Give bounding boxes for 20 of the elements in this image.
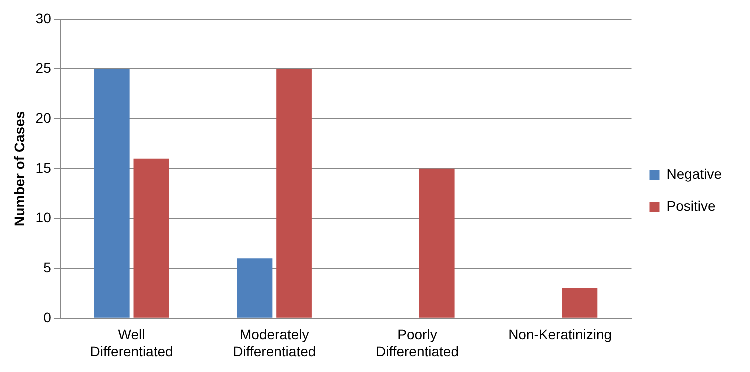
bar <box>94 69 130 318</box>
y-axis-title: Number of Cases <box>11 111 28 226</box>
bar <box>134 158 170 318</box>
bar <box>419 168 455 318</box>
x-tick-label: Well Differentiated <box>90 326 174 360</box>
y-tick-label: 15 <box>36 160 52 176</box>
legend-label: Positive <box>666 198 716 214</box>
y-tick-label: 0 <box>44 309 52 326</box>
x-tick-label: Poorly Differentiated <box>376 326 459 360</box>
bar <box>276 69 312 318</box>
x-tick-label: Moderately Differentiated <box>233 326 316 360</box>
x-tick-label: Non-Keratinizing <box>508 326 612 343</box>
y-tick-label: 25 <box>36 60 52 76</box>
bar <box>562 288 598 318</box>
y-tick-label: 10 <box>36 210 52 226</box>
y-tick-label: 30 <box>36 10 52 26</box>
legend-label: Negative <box>666 166 722 182</box>
y-tick-label: 5 <box>44 259 52 276</box>
y-tick-label: 20 <box>36 110 52 126</box>
bar <box>237 258 273 318</box>
